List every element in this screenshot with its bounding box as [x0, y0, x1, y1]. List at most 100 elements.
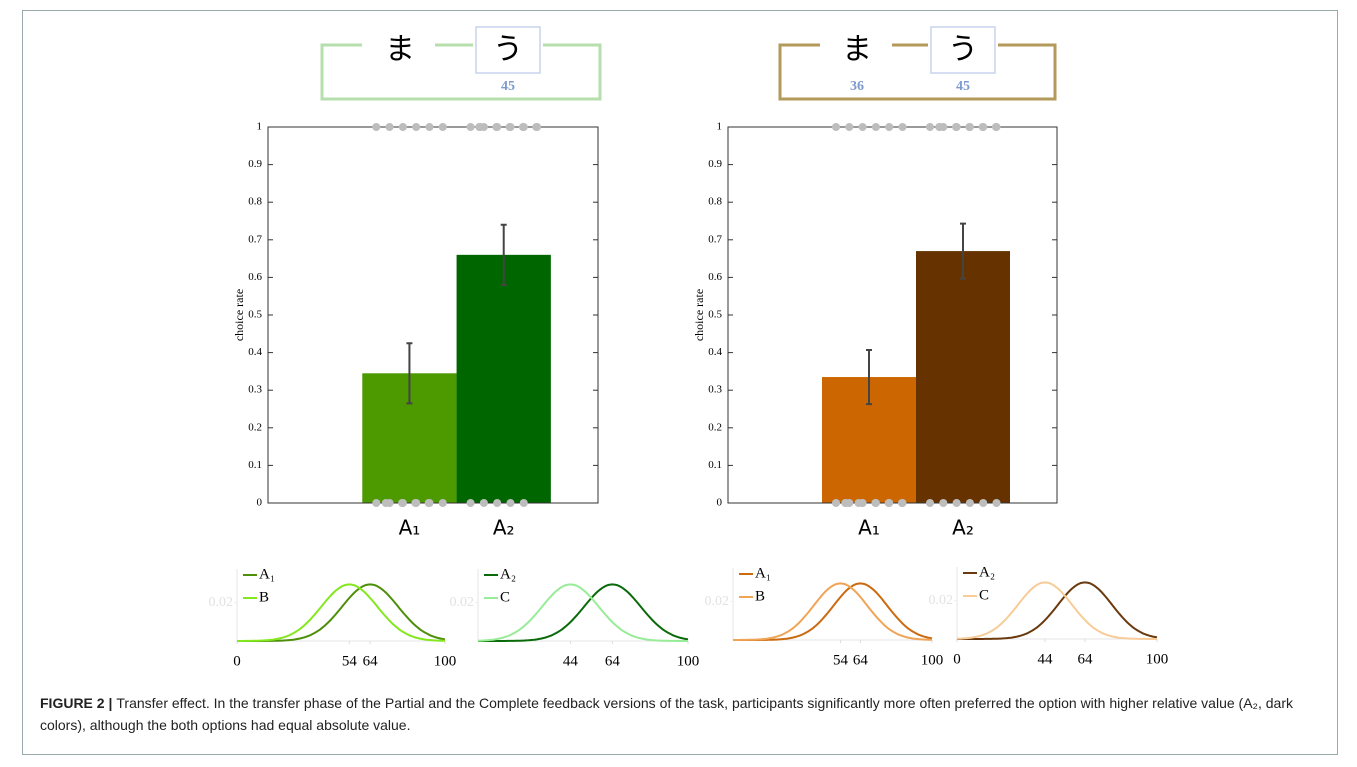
error-bar [866, 348, 872, 406]
subject-choice [506, 499, 515, 507]
y-tick-label: 0.02 [705, 594, 730, 609]
subject-choice [438, 499, 447, 507]
subject-choice [411, 499, 420, 507]
subject-choice [926, 123, 934, 131]
legend-label: A₁ [259, 566, 275, 582]
stimulus-value: 36 [850, 79, 864, 94]
density-curve [237, 583, 446, 642]
y-tick-label: 0.7 [708, 233, 722, 245]
error-bar [960, 222, 966, 280]
x-tick-label: 44 [563, 653, 579, 669]
y-tick-label: 0.3 [708, 384, 722, 396]
y-tick-label: 1 [257, 121, 263, 133]
subject-choice [898, 123, 907, 131]
subject-choice [952, 499, 961, 507]
y-tick-label: 0.02 [450, 595, 475, 610]
legend-label: B [755, 588, 765, 604]
subject-choice [412, 123, 421, 131]
subject-choice [519, 499, 528, 507]
subject-choice [372, 123, 381, 131]
y-tick-label: 0.3 [248, 384, 262, 396]
subject-choice [425, 123, 434, 131]
x-tick-label: 64 [1078, 651, 1094, 667]
legend-label: B [259, 589, 269, 605]
y-tick-label: 0.8 [708, 196, 722, 208]
subject-choice [479, 499, 488, 507]
subject-choice [845, 123, 854, 131]
stimulus-box [930, 26, 996, 74]
density-curve [733, 582, 933, 641]
y-tick-label: 0.02 [209, 595, 234, 610]
bar [456, 254, 551, 503]
subject-choice [884, 499, 893, 507]
subject-choice [381, 499, 390, 507]
legend-label: C [500, 589, 510, 605]
stimulus-symbol: ま [385, 33, 415, 66]
y-tick-label: 0.5 [248, 309, 262, 321]
subject-choice [372, 499, 381, 507]
caption: FIGURE 2 | Transfer effect. In the transf… [40, 692, 1330, 736]
subject-choice [978, 123, 987, 131]
subject-choice [871, 499, 880, 507]
x-tick-label: 64 [853, 652, 869, 668]
x-tick-label: 0 [233, 653, 241, 669]
bar [916, 251, 1010, 503]
subject-choice [832, 499, 840, 507]
subject-choice [952, 123, 961, 131]
stimulus-frame [778, 43, 1057, 101]
subject-choice [841, 499, 850, 507]
y-tick-label: 0.02 [929, 593, 954, 608]
subject-choice [398, 499, 407, 507]
subject-choice [438, 123, 447, 131]
caption-label: FIGURE 2 | [40, 695, 113, 711]
subject-choice [979, 499, 988, 507]
y-tick-label: 0.9 [248, 158, 262, 170]
error-bar [500, 223, 507, 286]
y-tick-label: 0.6 [248, 271, 262, 283]
subject-choice [492, 123, 501, 131]
x-tick-label: 100 [1146, 651, 1169, 667]
x-tick-label: A₁ [399, 516, 421, 540]
x-tick-label: 100 [921, 652, 944, 668]
y-tick-label: 0.1 [708, 459, 722, 471]
subject-choice [532, 123, 541, 131]
subject-choice [898, 499, 906, 507]
subject-choice [871, 123, 880, 131]
stimulus-frame [320, 43, 602, 101]
y-tick-label: 0.1 [248, 459, 262, 471]
y-tick-label: 0.4 [248, 346, 262, 358]
subject-choice [466, 499, 475, 507]
legend-label: A₁ [755, 565, 771, 581]
subject-choice [466, 123, 475, 131]
stimulus-value: 45 [956, 79, 970, 94]
y-tick-label: 0 [717, 497, 723, 509]
subject-choice [385, 123, 394, 131]
density-curve [956, 581, 1157, 640]
stimulus-box [475, 26, 541, 74]
y-tick-label: 0.2 [708, 421, 722, 433]
caption-text: Transfer effect. In the transfer phase o… [40, 695, 1293, 733]
subject-choice [398, 123, 407, 131]
y-axis-label: choice rate [692, 289, 706, 341]
error-bar [406, 342, 413, 405]
y-tick-label: 0.2 [248, 421, 262, 433]
subject-choice [854, 499, 863, 507]
x-tick-label: 100 [677, 653, 700, 669]
subject-choice [965, 499, 974, 507]
subject-choice [992, 123, 1000, 131]
y-axis-label: choice rate [232, 289, 246, 341]
x-tick-label: 64 [605, 653, 621, 669]
subject-choice [858, 123, 867, 131]
x-tick-label: 54 [833, 652, 849, 668]
density-curve [957, 581, 1158, 640]
subject-choice [885, 123, 894, 131]
y-tick-label: 0 [257, 497, 263, 509]
subject-choice [518, 123, 527, 131]
figure: ま う 45 0 0.1 0.2 0.3 0.4 0.5 0.6 0.7 0.8 0.9 1 choice … [209, 26, 1169, 669]
subject-choice [493, 499, 502, 507]
subject-choice [965, 123, 974, 131]
subject-choice [939, 499, 948, 507]
x-tick-label: 64 [363, 653, 379, 669]
x-tick-label: 54 [342, 653, 358, 669]
x-tick-label: 0 [953, 651, 961, 667]
